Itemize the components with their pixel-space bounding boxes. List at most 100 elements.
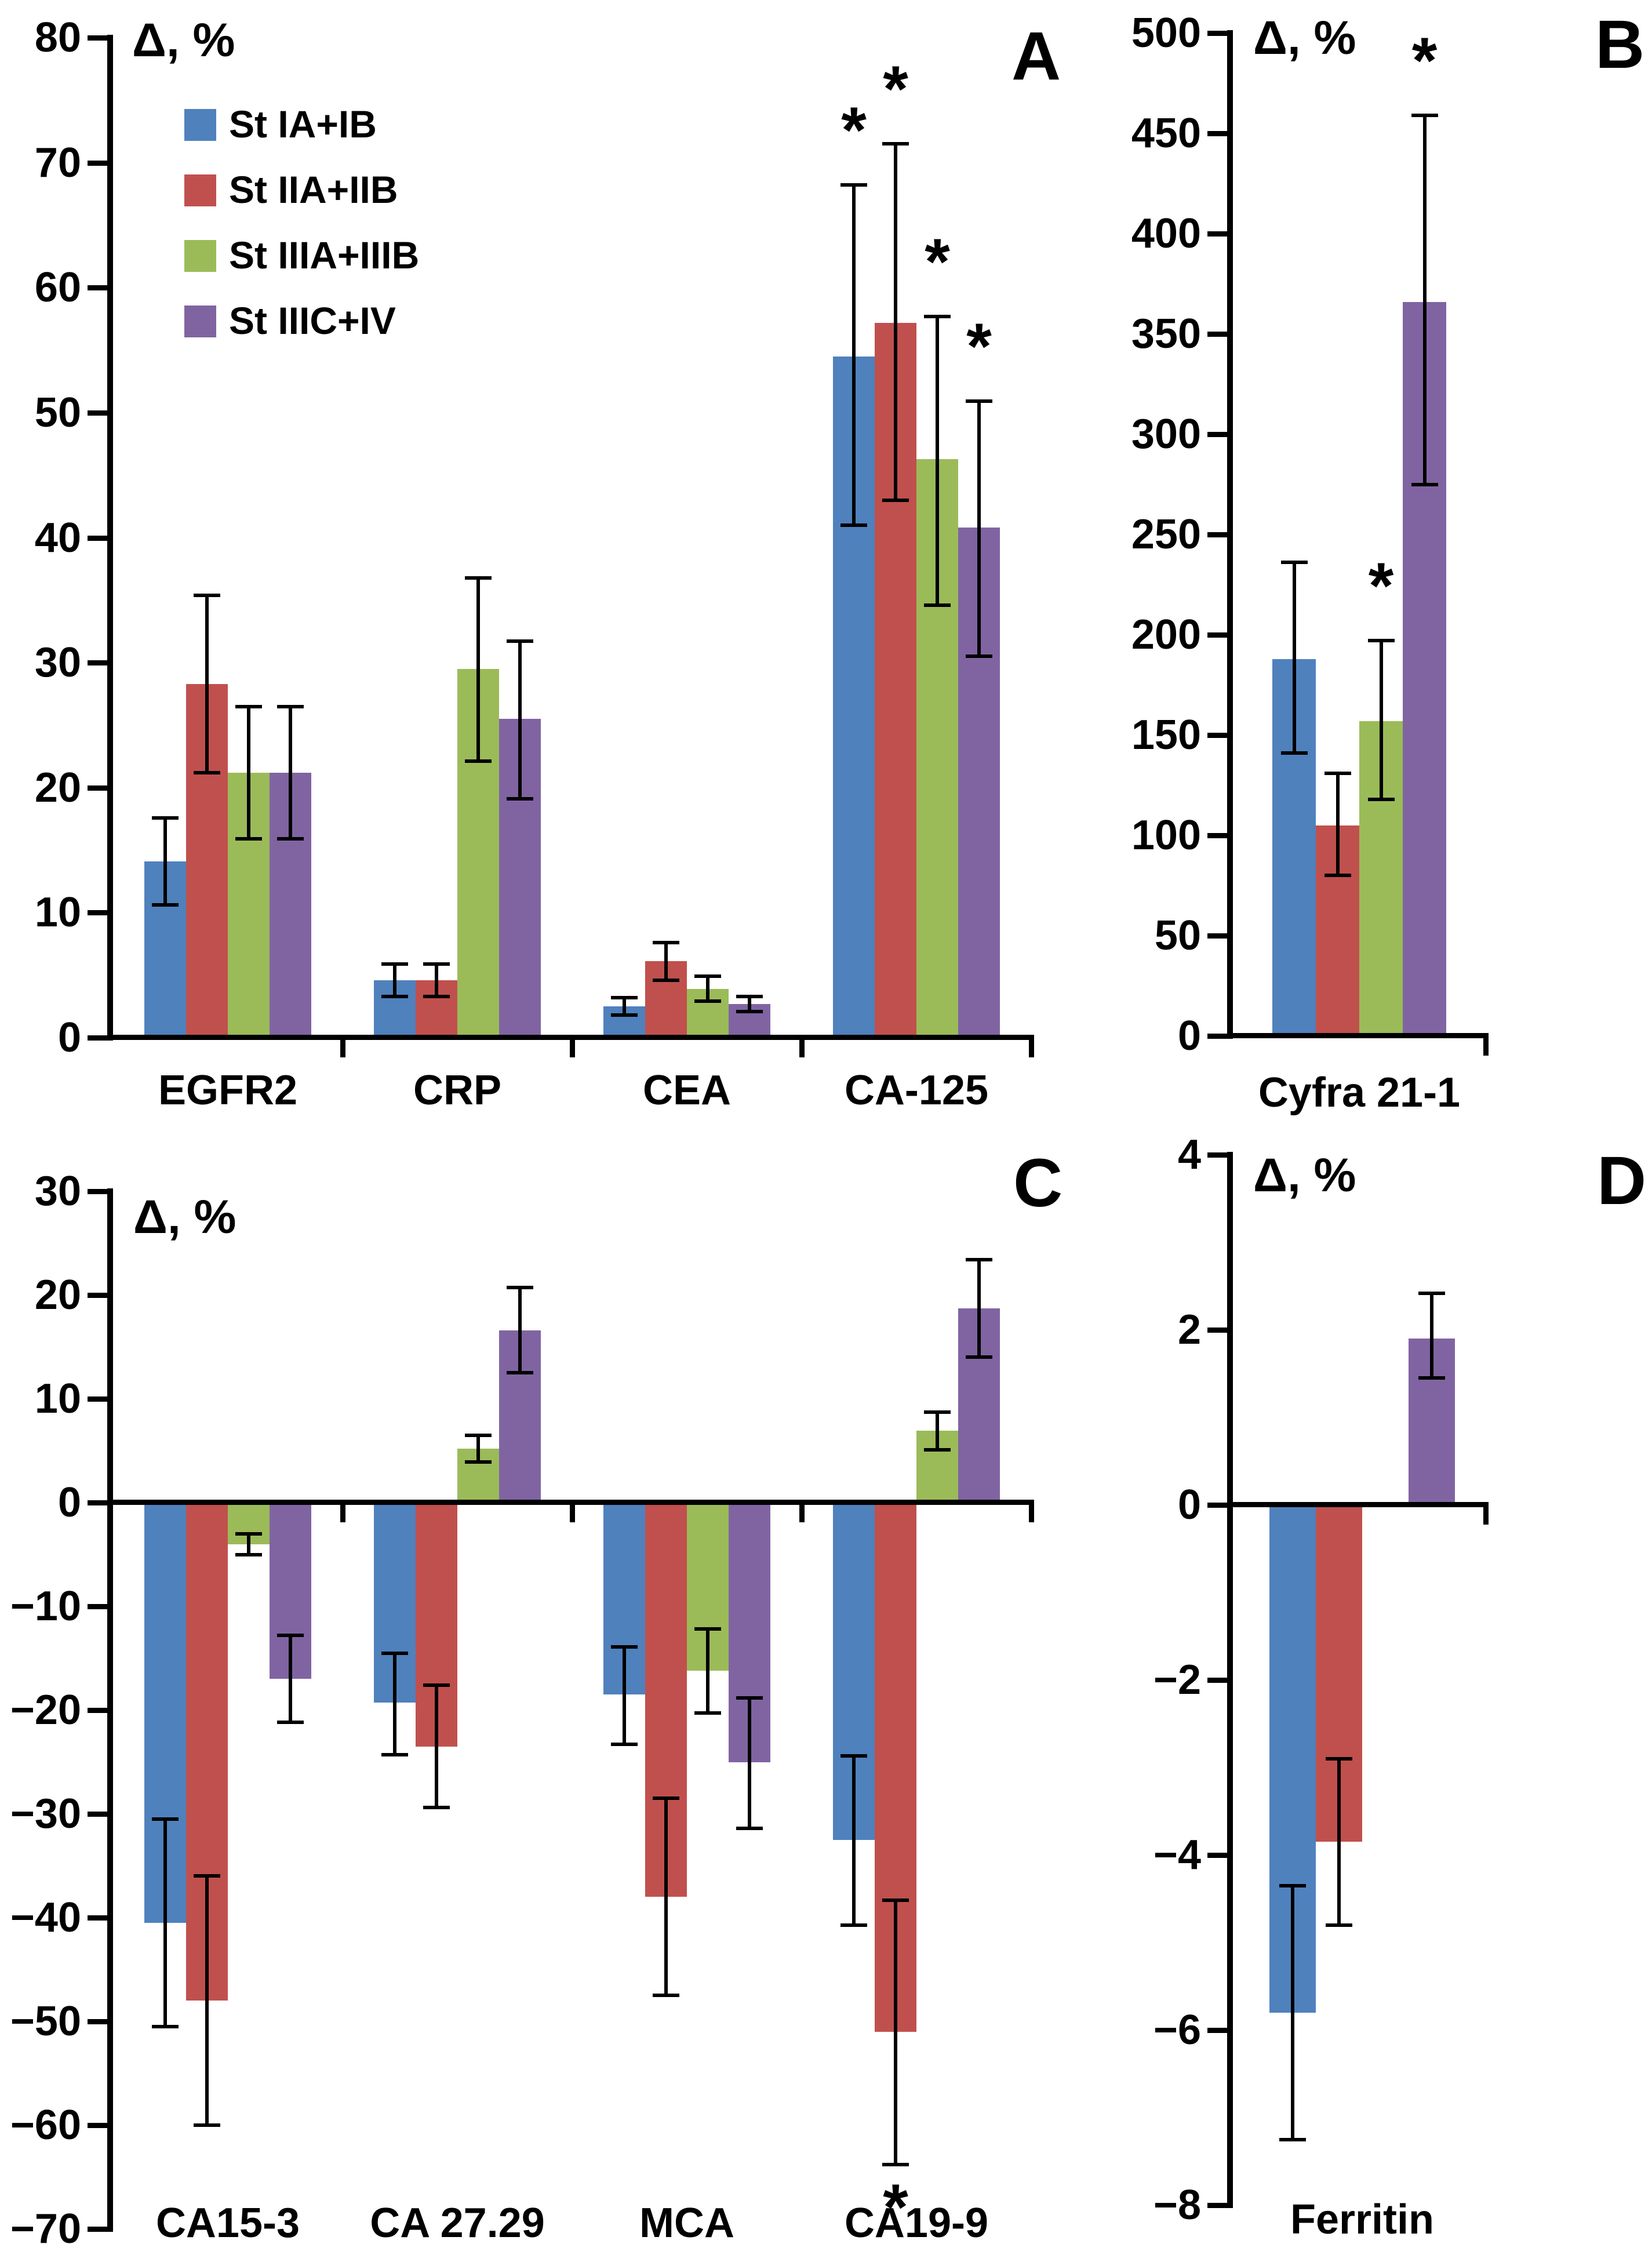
error-bar-line — [1291, 1885, 1294, 2140]
error-bar-cap-top — [1279, 1883, 1306, 1887]
y-tick-label: −50 — [10, 1998, 81, 2045]
x-boundary-tick — [799, 1505, 805, 1522]
legend-label: St IIA+IIB — [229, 168, 398, 211]
error-bar-cap-bottom — [465, 759, 492, 763]
y-tick — [1207, 1152, 1227, 1158]
error-bar-line — [852, 1755, 856, 1925]
error-bar-line — [435, 963, 438, 996]
panel-letter-d: D — [1597, 1143, 1647, 1219]
y-tick — [1207, 733, 1227, 738]
error-bar-cap-bottom — [235, 1552, 262, 1556]
y-tick-label: −8 — [1153, 2182, 1201, 2228]
significance-asterisk: * — [883, 53, 908, 126]
y-tick — [88, 2019, 107, 2024]
y-tick-label: −10 — [10, 1583, 81, 1630]
error-bar-cap-top — [194, 593, 220, 597]
error-bar-line — [977, 401, 981, 657]
error-bar-cap-bottom — [1279, 2137, 1306, 2141]
error-bar-cap-top — [1367, 639, 1395, 643]
y-tick-label: −70 — [10, 2206, 81, 2244]
y-tick — [88, 2123, 107, 2128]
error-bar-line — [205, 1876, 209, 2125]
error-bar-line — [289, 1635, 292, 1723]
y-tick-label: −40 — [10, 1894, 81, 1941]
error-bar-cap-top — [194, 1874, 220, 1878]
error-bar-cap-top — [465, 1433, 492, 1437]
legend-swatch-blue — [184, 109, 216, 141]
y-tick — [88, 785, 107, 791]
y-tick — [1207, 833, 1227, 838]
y-tick — [1207, 131, 1227, 136]
y-tick-label: 80 — [34, 14, 81, 61]
error-bar-cap-top — [507, 639, 533, 643]
error-bar-cap-bottom — [966, 654, 992, 659]
error-bar-line — [163, 1819, 167, 2027]
error-bar-cap-top — [611, 996, 638, 999]
y-tick-label: 40 — [34, 514, 81, 561]
error-bar-cap-bottom — [277, 1721, 304, 1725]
error-bar-cap-bottom — [882, 2163, 909, 2167]
y-tick — [1207, 532, 1227, 537]
error-bar-line — [476, 1435, 480, 1463]
error-bar-cap-bottom — [924, 603, 951, 607]
error-bar-cap-top — [423, 962, 450, 966]
y-tick-label: 4 — [1177, 1132, 1201, 1178]
error-bar-line — [977, 1260, 981, 1358]
error-bar-cap-top — [694, 1627, 721, 1631]
error-bar-line — [706, 1629, 709, 1714]
error-bar-cap-top — [152, 816, 179, 820]
y-tick — [1207, 632, 1227, 638]
y-tick — [1207, 231, 1227, 237]
error-bar-line — [393, 963, 396, 996]
error-bar-line — [289, 706, 292, 839]
error-bar-line — [748, 1697, 751, 1829]
error-bar-line — [476, 577, 480, 762]
x-boundary-tick — [1029, 1505, 1034, 1522]
y-tick-label: 60 — [34, 264, 81, 311]
y-tick-label: −4 — [1153, 1832, 1201, 1878]
legend-label: St IIIC+IV — [229, 299, 396, 342]
category-label: Cyfra 21-1 — [1258, 1070, 1461, 1116]
y-tick — [1207, 432, 1227, 437]
y-tick-label: 30 — [34, 1168, 81, 1214]
x-axis-zero-line — [1227, 1502, 1489, 1507]
y-tick — [88, 1293, 107, 1298]
error-bar-line — [664, 1798, 668, 1996]
error-bar-cap-bottom — [423, 1806, 450, 1810]
error-bar-cap-top — [235, 704, 262, 708]
y-axis-title-panel-c: Δ, % — [133, 1191, 236, 1243]
error-bar-cap-bottom — [694, 999, 721, 1003]
x-boundary-tick — [1029, 1040, 1034, 1057]
y-tick-label: 10 — [34, 889, 81, 936]
error-bar-cap-bottom — [694, 1711, 721, 1715]
y-axis-title-panel-a: Δ, % — [132, 14, 235, 67]
y-tick-label: 50 — [34, 389, 81, 436]
y-tick-label: 10 — [34, 1376, 81, 1422]
error-bar-line — [1422, 115, 1427, 485]
y-tick — [88, 660, 107, 666]
error-bar-cap-bottom — [840, 1923, 867, 1927]
significance-asterisk: * — [1368, 550, 1394, 623]
error-bar-cap-top — [653, 941, 679, 945]
significance-asterisk: * — [841, 94, 867, 167]
y-axis — [1227, 1152, 1233, 2208]
error-bar-line — [435, 1685, 438, 1808]
y-tick-label: 350 — [1131, 311, 1201, 357]
y-tick-label: 500 — [1131, 10, 1201, 56]
error-bar-line — [1337, 1758, 1341, 1925]
error-bar-cap-bottom — [381, 994, 408, 998]
error-bar-line — [623, 998, 626, 1016]
error-bar-cap-top — [423, 1683, 450, 1687]
error-bar-cap-bottom — [1418, 1376, 1445, 1380]
significance-asterisk: * — [966, 310, 992, 383]
category-label: Ferritin — [1290, 2196, 1435, 2243]
y-tick — [1207, 31, 1227, 36]
error-bar-cap-top — [840, 1754, 867, 1758]
y-tick — [88, 2227, 107, 2232]
error-bar-line — [1336, 773, 1340, 876]
y-tick — [1207, 1328, 1227, 1333]
error-bar-cap-top — [736, 1696, 763, 1700]
error-bar-line — [163, 817, 167, 905]
y-axis — [107, 35, 113, 1041]
legend-label: St IIIA+IIIB — [229, 234, 420, 277]
